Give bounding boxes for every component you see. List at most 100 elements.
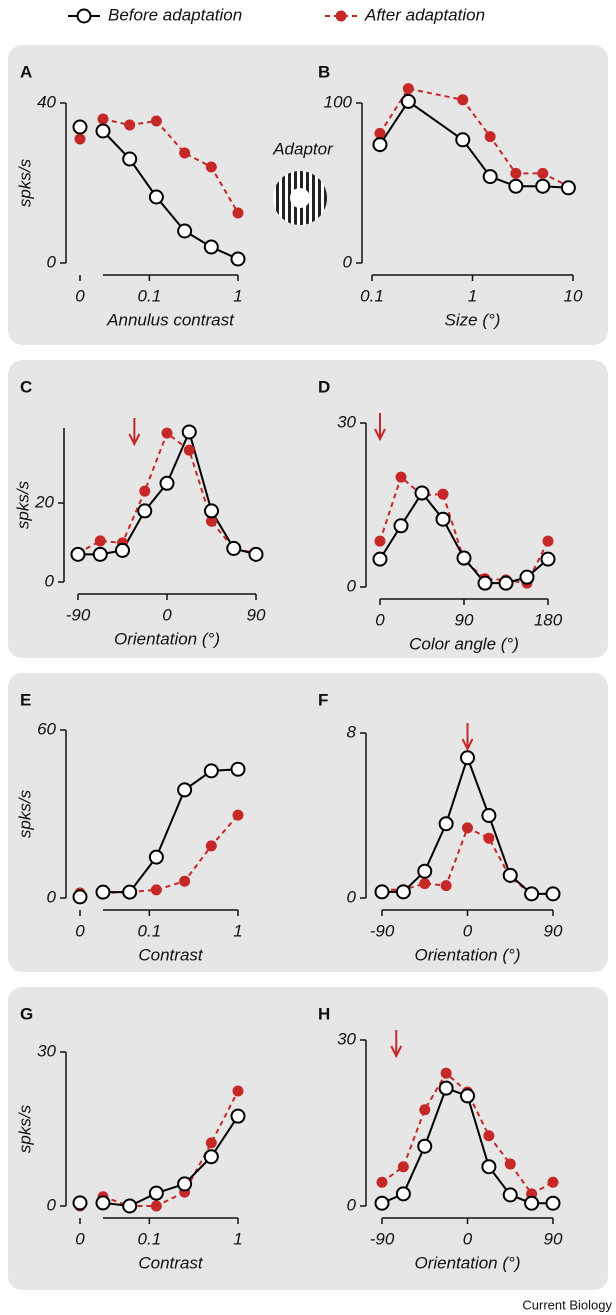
legend-label: After adaptation (364, 5, 485, 24)
data-point (92, 546, 108, 562)
x-tick-label: 90 (455, 610, 474, 629)
data-point (483, 832, 495, 844)
data-point (508, 178, 524, 194)
data-point (457, 94, 469, 106)
data-point (482, 169, 498, 185)
x-axis-title: Contrast (138, 1253, 204, 1272)
x-tick-label: 10 (564, 286, 583, 305)
data-point (374, 535, 386, 547)
data-point (72, 1195, 88, 1211)
panel-letter: F (318, 690, 328, 709)
data-point (484, 131, 496, 143)
data-point (230, 761, 246, 777)
y-tick-label: 20 (34, 493, 54, 512)
data-point (137, 503, 153, 519)
credit: Current Biology (522, 1297, 612, 1312)
data-point (419, 878, 431, 890)
legend-marker (335, 10, 347, 22)
data-point (205, 1137, 217, 1149)
data-point (481, 1159, 497, 1175)
data-point (519, 569, 535, 585)
data-point (395, 1186, 411, 1202)
data-point (205, 161, 217, 173)
data-point (72, 119, 88, 135)
data-point (95, 123, 111, 139)
data-point (477, 575, 493, 591)
y-axis-title: spks/s (15, 1104, 34, 1153)
y-tick-label: 30 (337, 1029, 356, 1048)
x-tick-label: 0 (463, 1229, 473, 1248)
x-tick-label: 0 (375, 610, 385, 629)
panel-letter: D (318, 377, 330, 396)
data-point (95, 884, 111, 900)
data-point (510, 167, 522, 179)
data-point (115, 542, 130, 558)
data-point (374, 127, 386, 139)
y-axis-title: spks/s (13, 480, 32, 529)
data-point (248, 546, 264, 562)
data-point (438, 1080, 454, 1096)
data-point (397, 1161, 409, 1173)
data-point (72, 889, 88, 905)
y-axis-title: spks/s (15, 789, 34, 838)
x-tick-label: 1 (468, 286, 477, 305)
x-axis-title: Orientation (°) (114, 629, 220, 648)
data-point (524, 1195, 540, 1211)
data-point (372, 551, 388, 567)
data-point (148, 849, 164, 865)
x-tick-label: 0 (75, 1229, 85, 1248)
data-point (122, 884, 138, 900)
y-tick-label: 0 (343, 252, 353, 271)
y-tick-label: 0 (347, 1195, 357, 1214)
data-point (440, 1067, 452, 1079)
x-tick-label: 0.1 (360, 286, 384, 305)
series-line (379, 475, 549, 585)
data-point (150, 884, 162, 896)
data-point (456, 550, 472, 566)
data-point (372, 137, 388, 153)
data-point (179, 147, 191, 159)
x-axis-title: Size (°) (445, 310, 501, 329)
data-point (542, 535, 554, 547)
x-axis-title: Orientation (°) (414, 945, 520, 964)
x-tick-label: 0.1 (138, 1229, 162, 1248)
data-point (393, 518, 409, 534)
data-point (70, 546, 86, 562)
adaptor-arrow (374, 413, 386, 442)
data-point (232, 207, 244, 219)
data-point (547, 1176, 559, 1188)
data-point (502, 1187, 518, 1203)
data-point (374, 884, 390, 900)
x-tick-label: 180 (534, 610, 563, 629)
data-point (161, 427, 173, 439)
data-point (414, 485, 430, 501)
y-tick-label: 30 (37, 1041, 56, 1060)
data-point (460, 1088, 475, 1104)
x-tick-label: 0.1 (138, 286, 162, 305)
x-tick-label: -90 (66, 605, 91, 624)
legend-marker (76, 8, 92, 24)
panel-letter: E (20, 690, 31, 709)
data-point (124, 119, 136, 131)
adaptor-arrow (128, 418, 141, 447)
data-point (148, 1185, 164, 1201)
data-point (374, 1195, 390, 1211)
data-point (139, 485, 151, 497)
x-tick-label: 1 (233, 1229, 242, 1248)
y-tick-label: 100 (324, 92, 353, 111)
data-point (504, 1158, 516, 1170)
data-point (402, 83, 414, 95)
legend-label: Before adaptation (108, 5, 242, 24)
data-point (417, 1138, 433, 1154)
x-axis-title: Contrast (138, 945, 204, 964)
data-point (435, 511, 451, 527)
data-point (150, 115, 162, 127)
data-point (535, 178, 551, 194)
y-tick-label: 0 (47, 252, 57, 271)
data-point (419, 1104, 431, 1116)
adaptor-hole (290, 188, 310, 208)
y-tick-label: 60 (37, 719, 56, 738)
x-tick-label: 1 (233, 921, 242, 940)
data-point (177, 1176, 193, 1192)
